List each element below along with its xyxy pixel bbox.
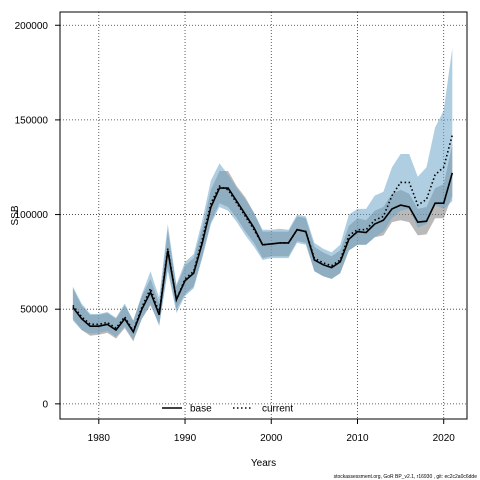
y-axis: 0 50000 100000 150000 200000 xyxy=(15,21,60,410)
plot-frame xyxy=(59,11,468,420)
confidence-bands xyxy=(72,48,453,342)
x-tick-label: 2010 xyxy=(346,433,369,444)
x-tick-label: 1990 xyxy=(174,433,197,444)
legend-label-base: base xyxy=(190,404,212,415)
y-tick-label: 200000 xyxy=(15,21,49,32)
y-tick-label: 150000 xyxy=(15,115,49,126)
series-line-base xyxy=(72,172,454,334)
x-tick-label: 1980 xyxy=(88,433,111,444)
ci-band-current xyxy=(72,48,453,340)
legend-label-current: current xyxy=(262,404,293,415)
y-tick-label: 50000 xyxy=(20,305,48,316)
y-tick-label: 100000 xyxy=(15,210,49,221)
legend: base current xyxy=(162,404,293,415)
x-tick-label: 2020 xyxy=(433,433,456,444)
x-tick-label: 2000 xyxy=(260,433,283,444)
series-lines xyxy=(72,134,454,334)
x-axis-label: Years xyxy=(251,458,276,469)
y-axis-label: SSB xyxy=(10,205,21,225)
footer-text: stockassessment.org, GoR BP_v2.1, r16930… xyxy=(334,474,478,480)
x-axis: 1980 1990 2000 2010 2020 xyxy=(88,419,456,444)
series-line-current xyxy=(72,134,454,333)
y-tick-label: 0 xyxy=(42,399,48,410)
